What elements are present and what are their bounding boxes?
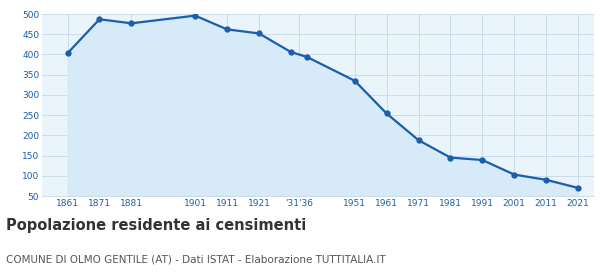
Text: Popolazione residente ai censimenti: Popolazione residente ai censimenti bbox=[6, 218, 306, 234]
Text: COMUNE DI OLMO GENTILE (AT) - Dati ISTAT - Elaborazione TUTTITALIA.IT: COMUNE DI OLMO GENTILE (AT) - Dati ISTAT… bbox=[6, 255, 386, 265]
